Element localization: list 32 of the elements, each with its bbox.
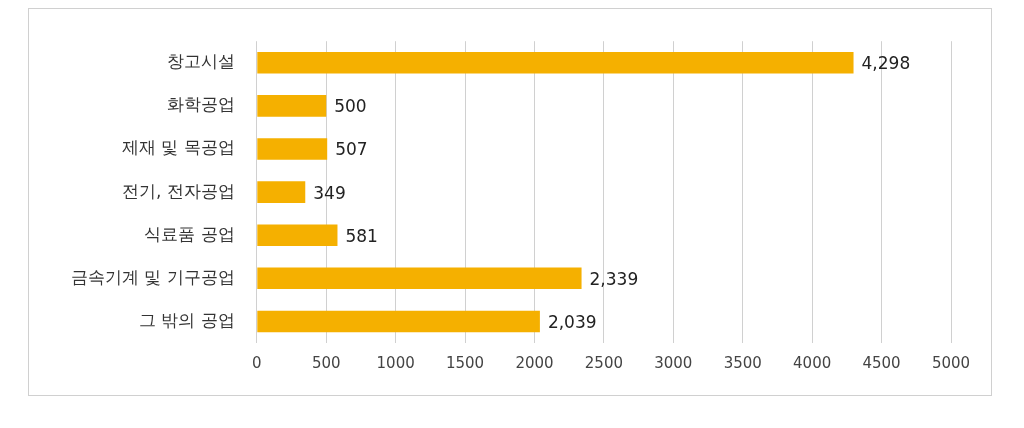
x-tick-label: 4000: [793, 353, 832, 372]
data-label: 349: [313, 182, 346, 203]
y-tick-label: 식료품 공업: [144, 223, 235, 244]
bar: [257, 95, 327, 117]
y-tick-label: 전기, 전자공업: [122, 180, 235, 201]
x-tick-label: 0: [252, 353, 262, 372]
bar: [257, 310, 540, 333]
data-label: 4,298: [861, 53, 911, 74]
y-tick-label: 제재 및 목공업: [122, 137, 235, 158]
x-tick-label: 500: [311, 353, 341, 372]
data-label: 507: [335, 139, 368, 160]
x-tick-label: 4500: [862, 353, 901, 372]
x-tick-label: 2500: [584, 353, 623, 372]
bar: [257, 181, 306, 203]
bar: [257, 267, 582, 290]
bar: [257, 51, 854, 74]
bar: [257, 138, 328, 160]
y-tick-label: 창고시설: [166, 51, 235, 72]
data-label: 500: [334, 96, 367, 117]
x-tick-label: 3000: [654, 353, 693, 372]
x-tick-label: 1500: [445, 353, 485, 372]
x-tick-label: 1000: [376, 353, 415, 372]
data-label: 581: [345, 225, 378, 246]
data-label: 2,339: [589, 268, 639, 289]
y-tick-label: 화학공업: [166, 94, 235, 115]
data-label: 2,039: [547, 311, 597, 332]
y-tick-label: 그 밖의 공업: [139, 309, 235, 330]
y-tick-label: 금속기계 및 기구공업: [71, 266, 235, 287]
x-tick-label: 3500: [723, 353, 762, 372]
x-tick-label: 2000: [515, 353, 554, 372]
bar: [257, 224, 338, 246]
x-tick-label: 5000: [931, 353, 971, 372]
